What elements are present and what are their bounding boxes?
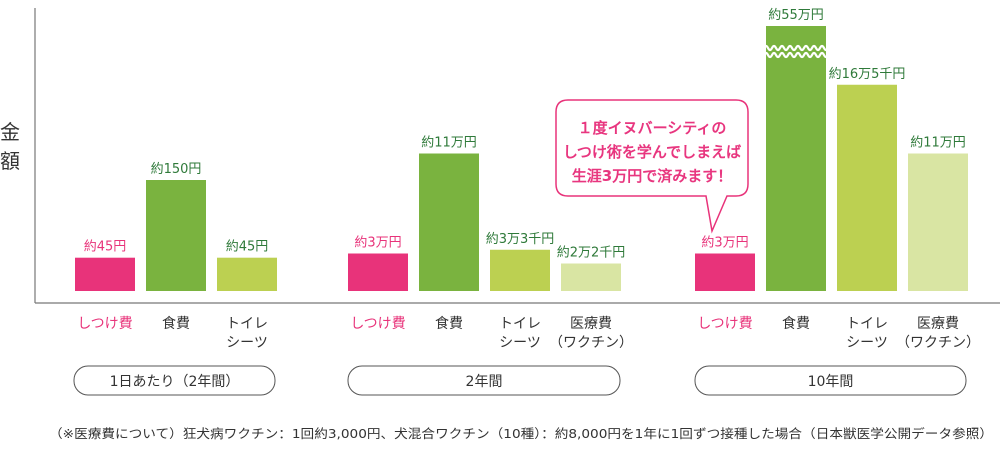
value-label-g0-b0: 約45円 bbox=[84, 240, 127, 255]
bar-g1-b2 bbox=[490, 249, 550, 291]
y-axis-label-char-2: 額 bbox=[0, 149, 20, 173]
group-label-1: 2年間 bbox=[466, 374, 503, 390]
category-label-g0-b1-l0: 食費 bbox=[162, 315, 190, 332]
group-labels-layer: 1日あたり（2年間） 2年間 10年間 bbox=[73, 365, 967, 396]
bar-g0-b1 bbox=[146, 180, 206, 291]
group-box-2 bbox=[694, 365, 967, 396]
callout-line-2: しつけ術を学んでしまえば bbox=[563, 143, 741, 161]
break-mark-upper-g2-b1 bbox=[763, 44, 829, 52]
callout-shape bbox=[555, 99, 749, 234]
value-label-g0-b1: 約150円 bbox=[151, 162, 202, 177]
category-label-g2-b2-l1: シーツ bbox=[846, 335, 888, 351]
category-label-g1-b1-l0: 食費 bbox=[435, 315, 463, 332]
value-label-g2-b2: 約16万5千円 bbox=[829, 67, 906, 82]
group-box-0 bbox=[73, 365, 276, 396]
bar-g2-b3 bbox=[908, 153, 968, 291]
value-label-g2-b0: 約3万円 bbox=[701, 236, 748, 251]
category-label-g2-b3-l1: （ワクチン） bbox=[896, 335, 980, 351]
category-label-g0-b2-l1: シーツ bbox=[226, 335, 268, 351]
category-label-g2-b0-l0: しつけ費 bbox=[697, 316, 752, 332]
bar-g2-b2 bbox=[837, 84, 897, 291]
group-box-1 bbox=[347, 365, 621, 396]
value-label-g1-b3: 約2万2千円 bbox=[557, 246, 626, 261]
category-label-g2-b3-l0: 医療費 bbox=[917, 315, 959, 332]
callout-line-1: １度イヌバーシティの bbox=[578, 119, 727, 137]
category-label-g0-b0-l0: しつけ費 bbox=[77, 316, 132, 332]
y-axis-label-char-1: 金 bbox=[0, 120, 20, 144]
value-label-g1-b2: 約3万3千円 bbox=[486, 232, 555, 247]
category-label-g1-b3-l1: （ワクチン） bbox=[549, 335, 633, 351]
value-label-g0-b2: 約45円 bbox=[226, 240, 269, 255]
bar-g0-b0 bbox=[75, 257, 135, 291]
category-label-g1-b0-l0: しつけ費 bbox=[350, 316, 405, 332]
bar-g1-b3 bbox=[561, 263, 621, 291]
bar-g1-b0 bbox=[348, 253, 408, 291]
value-label-g2-b3: 約11万円 bbox=[910, 136, 966, 151]
category-label-g1-b2-l0: トイレ bbox=[499, 316, 541, 332]
group-label-0: 1日あたり（2年間） bbox=[110, 374, 240, 390]
category-label-g1-b2-l1: シーツ bbox=[499, 335, 541, 351]
bar-g0-b2 bbox=[217, 257, 277, 291]
value-label-g2-b1: 約55万円 bbox=[768, 8, 824, 23]
bar-g2-b0 bbox=[695, 253, 755, 291]
category-label-g0-b2-l0: トイレ bbox=[226, 316, 268, 332]
footnote: （※医療費について）狂犬病ワクチン：1回約3,000円、犬混合ワクチン（10種）… bbox=[49, 426, 993, 441]
bar-g2-b1 bbox=[766, 26, 826, 291]
value-label-g1-b1: 約11万円 bbox=[421, 136, 477, 151]
break-mark-lower-g2-b1 bbox=[763, 51, 829, 59]
value-label-g1-b0: 約3万円 bbox=[354, 236, 401, 251]
bar-g1-b1 bbox=[419, 153, 479, 291]
callout-line-3: 生涯3万円で済みます！ bbox=[572, 167, 732, 185]
callout-bubble: １度イヌバーシティの しつけ術を学んでしまえば 生涯3万円で済みます！ bbox=[555, 99, 749, 234]
category-label-g2-b1-l0: 食費 bbox=[782, 315, 810, 332]
category-label-g1-b3-l0: 医療費 bbox=[570, 315, 612, 332]
category-label-g2-b2-l0: トイレ bbox=[846, 316, 888, 332]
group-label-2: 10年間 bbox=[808, 374, 854, 390]
